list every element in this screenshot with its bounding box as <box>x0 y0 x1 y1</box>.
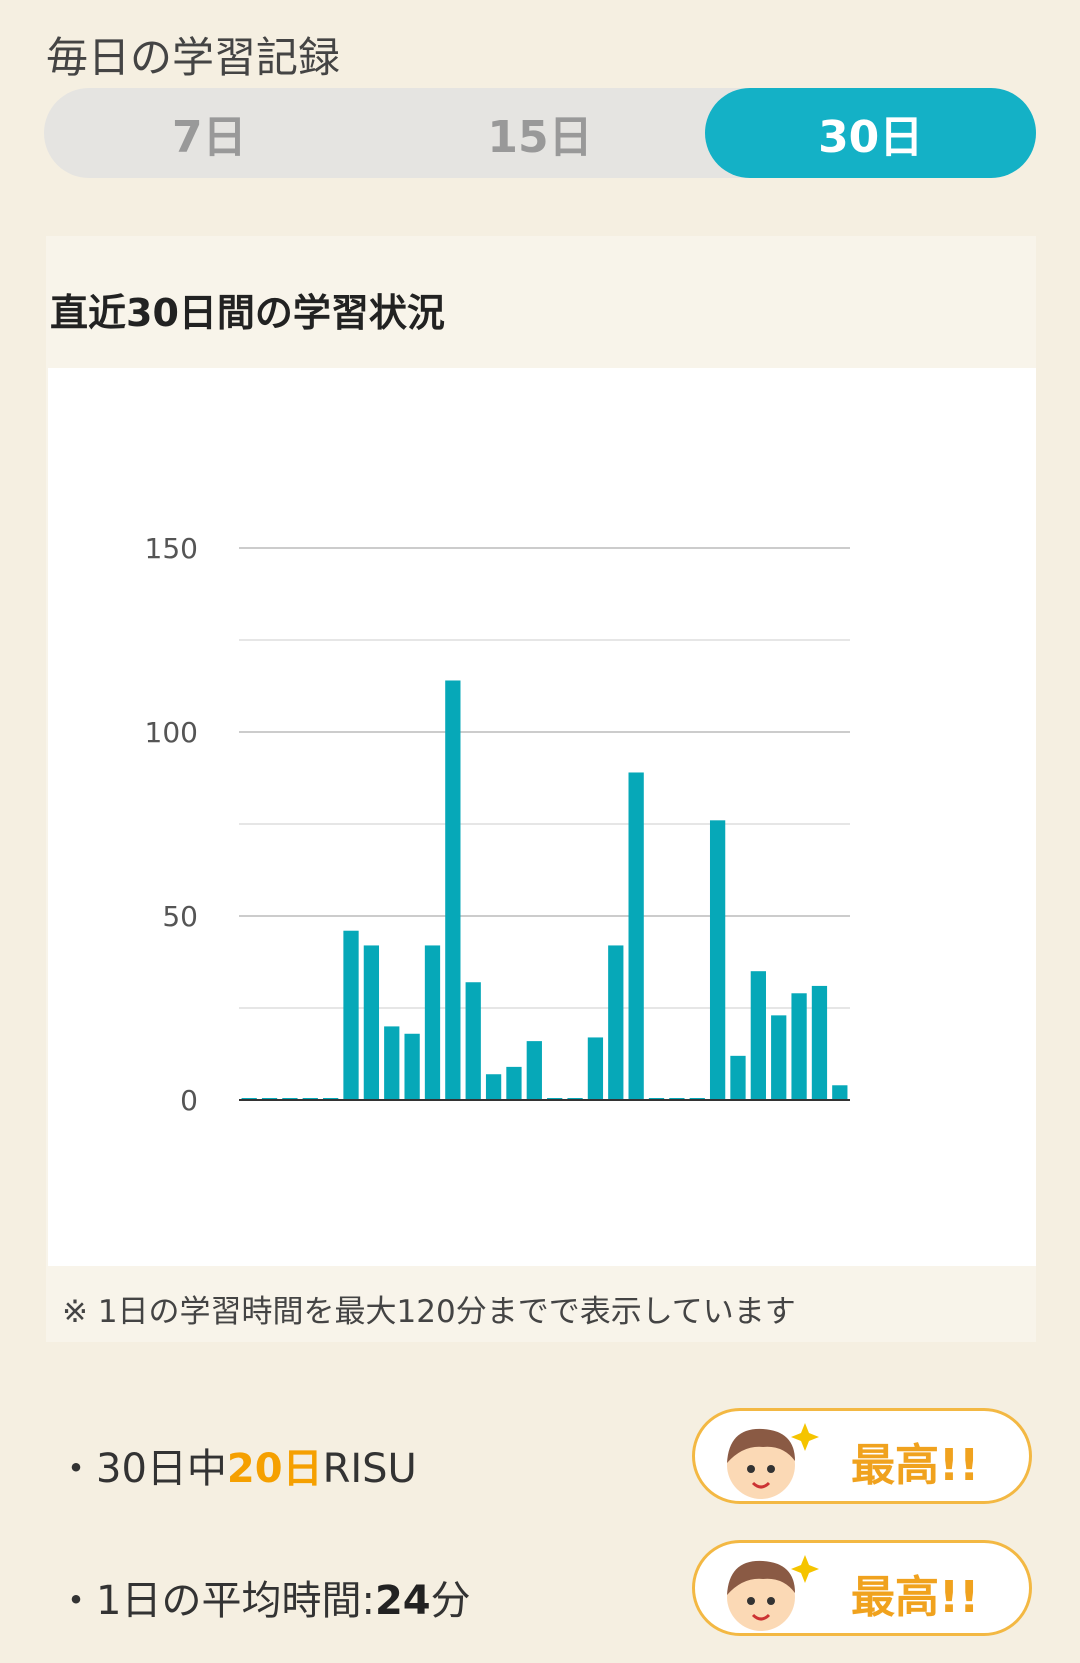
period-selector: 7日 15日 30日 <box>44 88 1037 178</box>
bar <box>750 971 766 1100</box>
rating-badge-average: 最高!! <box>692 1540 1032 1636</box>
stat-label: ・1日の平均時間: <box>56 1578 375 1624</box>
bar <box>424 945 441 1100</box>
y-tick-label: 100 <box>145 716 198 749</box>
boy-face-icon <box>727 1423 819 1499</box>
bar <box>506 1066 522 1100</box>
average-value: 24 <box>374 1578 431 1624</box>
bar <box>608 945 624 1100</box>
page-title: 毎日の学習記録 <box>46 33 341 82</box>
bar <box>363 945 380 1100</box>
bar <box>485 1074 502 1100</box>
study-status-card: 直近30日間の学習状況 0 50 100 150 ※ 1日の学習時間を最大120分まで… <box>46 236 1036 1342</box>
bar <box>526 1041 542 1100</box>
bar <box>628 772 644 1100</box>
rating-badge-days: 最高!! <box>692 1408 1032 1504</box>
days-studied-stat: ・30日中20日RISU <box>56 1436 417 1494</box>
bar <box>465 982 481 1100</box>
average-time-stat: ・1日の平均時間:24分 <box>56 1568 471 1626</box>
bar <box>771 1015 787 1100</box>
bar <box>404 1033 420 1100</box>
bar <box>811 985 828 1100</box>
bar-chart-svg: 0 50 100 150 <box>145 532 850 1117</box>
stat-label: ・30日中 <box>56 1446 227 1492</box>
card-title: 直近30日間の学習状況 <box>50 291 445 335</box>
tab-7-days[interactable]: 7日 <box>172 112 247 163</box>
stat-suffix: 分 <box>430 1578 471 1624</box>
bar <box>343 930 359 1100</box>
days-value: 20日 <box>226 1446 323 1492</box>
y-tick-label: 150 <box>145 532 198 565</box>
badge-label: 最高!! <box>851 1572 980 1623</box>
y-tick-label: 50 <box>162 900 198 933</box>
stat-suffix: RISU <box>322 1446 417 1492</box>
tab-30-days[interactable]: 30日 <box>705 88 1037 178</box>
y-tick-label: 0 <box>180 1084 198 1117</box>
bar <box>832 1085 848 1100</box>
tab-15-days[interactable]: 15日 <box>487 112 593 163</box>
bar <box>730 1055 746 1100</box>
bar <box>445 680 461 1100</box>
bar <box>384 1026 400 1100</box>
bar <box>709 820 726 1100</box>
study-time-chart: 0 50 100 150 <box>48 368 1036 1266</box>
bar <box>587 1037 604 1100</box>
badge-label: 最高!! <box>851 1440 980 1491</box>
chart-note: ※ 1日の学習時間を最大120分までで表示しています <box>62 1294 796 1330</box>
bar <box>791 993 807 1100</box>
boy-face-icon <box>727 1555 819 1631</box>
